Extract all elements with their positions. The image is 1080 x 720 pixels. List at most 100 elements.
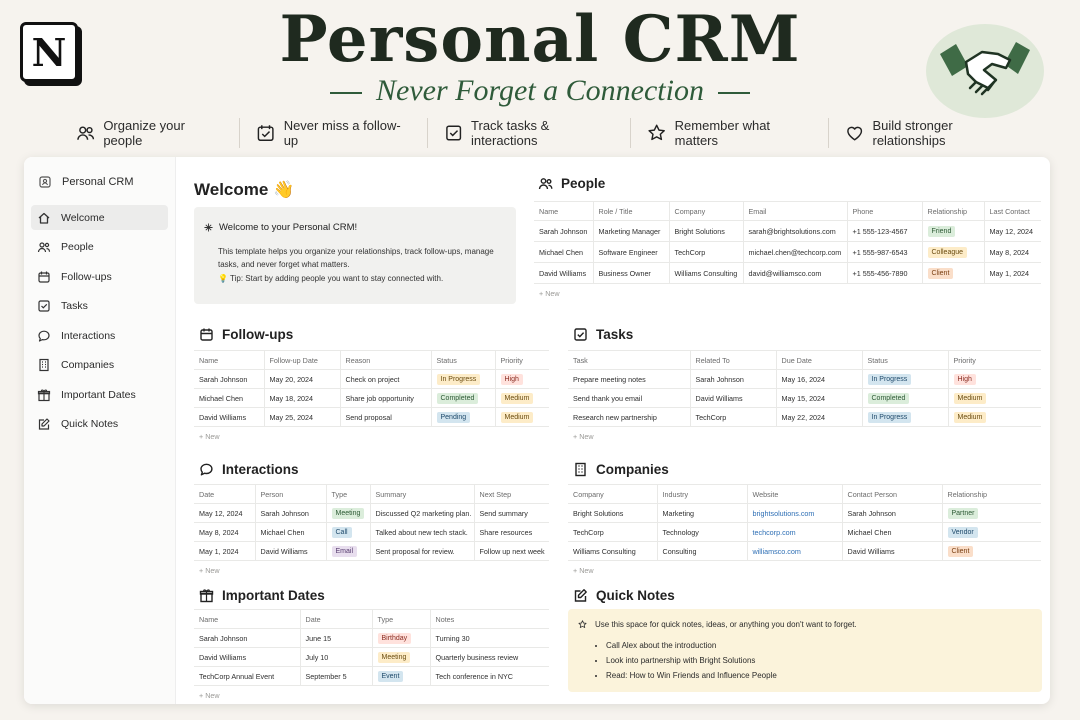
- sidebar-item-welcome[interactable]: Welcome: [31, 205, 168, 230]
- cell-type[interactable]: Meeting: [371, 647, 430, 667]
- new-row-button[interactable]: + New: [199, 431, 220, 441]
- column-header[interactable]: Task: [568, 350, 690, 370]
- cell-name[interactable]: David Williams: [194, 407, 264, 427]
- column-header[interactable]: Due Date: [775, 350, 862, 370]
- cell-next-step[interactable]: Send summary: [473, 503, 549, 523]
- column-header[interactable]: Relationship: [921, 201, 984, 221]
- cell-date[interactable]: May 1, 2024: [194, 541, 255, 561]
- cell-name[interactable]: Sarah Johnson: [194, 628, 300, 648]
- sidebar-item-quick-notes[interactable]: Quick Notes: [31, 412, 168, 437]
- column-header[interactable]: Related To: [689, 350, 776, 370]
- cell-date[interactable]: May 25, 2024: [263, 407, 340, 427]
- cell-type[interactable]: Call: [325, 522, 370, 542]
- new-row-button[interactable]: + New: [199, 690, 220, 700]
- cell-status[interactable]: In Progress: [861, 369, 948, 389]
- cell-date[interactable]: May 12, 2024: [194, 503, 255, 523]
- cell-task[interactable]: Prepare meeting notes: [568, 369, 690, 389]
- table-row[interactable]: Michael Chen May 18, 2024 Share job oppo…: [194, 388, 549, 408]
- cell-person[interactable]: David Williams: [254, 541, 326, 561]
- table-row[interactable]: May 12, 2024 Sarah Johnson Meeting Discu…: [194, 503, 549, 523]
- new-row[interactable]: + New: [194, 427, 549, 446]
- cell-name[interactable]: David Williams: [194, 647, 300, 667]
- cell-contact[interactable]: Michael Chen: [841, 522, 942, 542]
- cell-relationship[interactable]: Client: [921, 262, 984, 284]
- cell-summary[interactable]: Discussed Q2 marketing plan.: [369, 503, 474, 523]
- column-header[interactable]: Name: [194, 350, 264, 370]
- cell-type[interactable]: Birthday: [371, 628, 430, 648]
- cell-name[interactable]: Sarah Johnson: [194, 369, 264, 389]
- new-row-button[interactable]: + New: [573, 431, 594, 441]
- cell-last-contact[interactable]: May 12, 2024: [983, 220, 1041, 242]
- cell-task[interactable]: Research new partnership: [568, 407, 690, 427]
- column-header[interactable]: Date: [299, 609, 372, 629]
- cell-date[interactable]: June 15: [299, 628, 372, 648]
- new-row[interactable]: + New: [194, 561, 549, 580]
- cell-role[interactable]: Software Engineer: [592, 241, 669, 263]
- column-header[interactable]: Date: [194, 484, 255, 504]
- cell-role[interactable]: Business Owner: [592, 262, 669, 284]
- cell-priority[interactable]: High: [947, 369, 1041, 389]
- sidebar-item-companies[interactable]: Companies: [31, 353, 168, 378]
- table-row[interactable]: Sarah Johnson May 20, 2024 Check on proj…: [194, 369, 549, 389]
- cell-company[interactable]: Bright Solutions: [568, 503, 657, 523]
- cell-industry[interactable]: Marketing: [656, 503, 747, 523]
- table-row[interactable]: TechCorp Technology techcorp.com Michael…: [568, 522, 1041, 542]
- cell-priority[interactable]: High: [494, 369, 549, 389]
- column-header[interactable]: Next Step: [473, 484, 549, 504]
- sidebar-item-people[interactable]: People: [31, 235, 168, 260]
- sidebar-item-followups[interactable]: Follow-ups: [31, 264, 168, 289]
- table-row[interactable]: Prepare meeting notes Sarah Johnson May …: [568, 369, 1041, 389]
- column-header[interactable]: Status: [861, 350, 948, 370]
- table-row[interactable]: Research new partnership TechCorp May 22…: [568, 407, 1041, 427]
- cell-company[interactable]: TechCorp: [668, 241, 743, 263]
- cell-related[interactable]: Sarah Johnson: [689, 369, 776, 389]
- cell-notes[interactable]: Quarterly business review: [429, 647, 549, 667]
- column-header[interactable]: Name: [534, 201, 593, 221]
- cell-date[interactable]: September 5: [299, 666, 372, 686]
- column-header[interactable]: Type: [371, 609, 430, 629]
- cell-type[interactable]: Meeting: [325, 503, 370, 523]
- cell-website[interactable]: williamsco.com: [746, 541, 842, 561]
- cell-status[interactable]: In Progress: [430, 369, 495, 389]
- cell-date[interactable]: July 10: [299, 647, 372, 667]
- cell-date[interactable]: May 18, 2024: [263, 388, 340, 408]
- column-header[interactable]: Website: [746, 484, 842, 504]
- cell-notes[interactable]: Turning 30: [429, 628, 549, 648]
- cell-relationship[interactable]: Partner: [941, 503, 1041, 523]
- column-header[interactable]: Status: [430, 350, 495, 370]
- cell-phone[interactable]: +1 555-456-7890: [846, 262, 922, 284]
- cell-due[interactable]: May 16, 2024: [775, 369, 862, 389]
- cell-relationship[interactable]: Vendor: [941, 522, 1041, 542]
- table-row[interactable]: Send thank you email David Williams May …: [568, 388, 1041, 408]
- cell-date[interactable]: May 20, 2024: [263, 369, 340, 389]
- website-link[interactable]: brightsolutions.com: [752, 508, 815, 518]
- cell-name[interactable]: Michael Chen: [534, 241, 593, 263]
- cell-person[interactable]: Michael Chen: [254, 522, 326, 542]
- new-row[interactable]: + New: [534, 284, 1041, 303]
- cell-notes[interactable]: Tech conference in NYC: [429, 666, 549, 686]
- column-header[interactable]: Type: [325, 484, 370, 504]
- new-row-button[interactable]: + New: [573, 565, 594, 575]
- cell-website[interactable]: brightsolutions.com: [746, 503, 842, 523]
- table-row[interactable]: May 8, 2024 Michael Chen Call Talked abo…: [194, 522, 549, 542]
- cell-priority[interactable]: Medium: [494, 388, 549, 408]
- column-header[interactable]: Last Contact: [983, 201, 1041, 221]
- table-row[interactable]: David Williams Business Owner Williams C…: [534, 262, 1041, 284]
- cell-due[interactable]: May 22, 2024: [775, 407, 862, 427]
- table-row[interactable]: Williams Consulting Consulting williamsc…: [568, 541, 1041, 561]
- column-header[interactable]: Person: [254, 484, 326, 504]
- column-header[interactable]: Reason: [339, 350, 431, 370]
- table-row[interactable]: Michael Chen Software Engineer TechCorp …: [534, 241, 1041, 263]
- cell-company[interactable]: Williams Consulting: [568, 541, 657, 561]
- cell-reason[interactable]: Send proposal: [339, 407, 431, 427]
- cell-relationship[interactable]: Friend: [921, 220, 984, 242]
- column-header[interactable]: Priority: [947, 350, 1041, 370]
- column-header[interactable]: Email: [742, 201, 847, 221]
- note-item[interactable]: Look into partnership with Bright Soluti…: [606, 653, 1032, 668]
- workspace-title[interactable]: Personal CRM: [24, 157, 175, 191]
- cell-related[interactable]: David Williams: [689, 388, 776, 408]
- cell-website[interactable]: techcorp.com: [746, 522, 842, 542]
- new-row[interactable]: + New: [194, 686, 549, 705]
- cell-due[interactable]: May 15, 2024: [775, 388, 862, 408]
- cell-reason[interactable]: Share job opportunity: [339, 388, 431, 408]
